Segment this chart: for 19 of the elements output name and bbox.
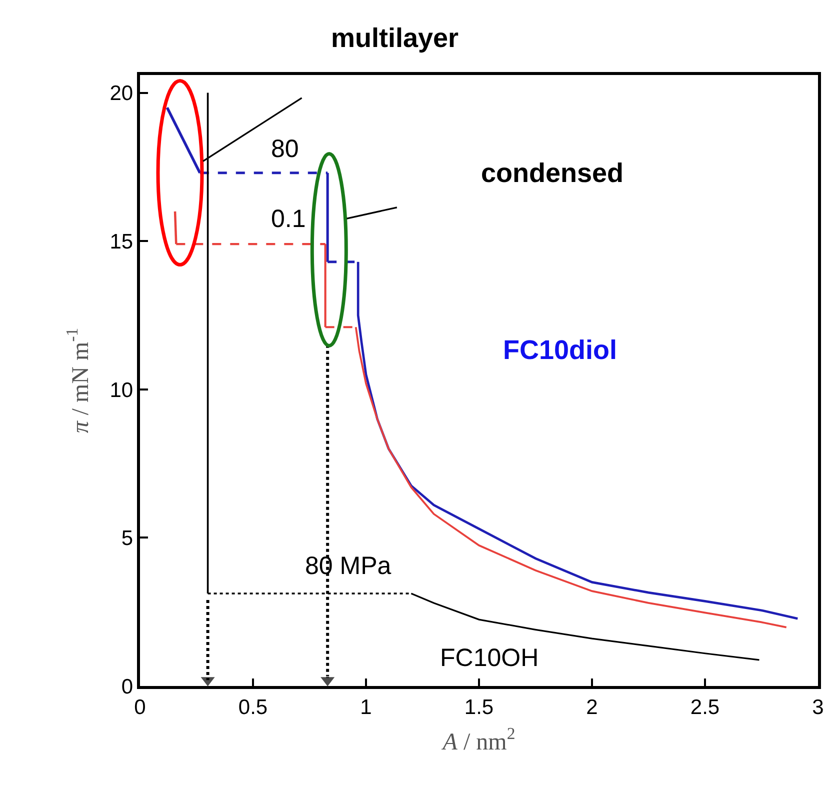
annotation: 0.1 xyxy=(271,205,306,233)
x-tick-label: 3 xyxy=(812,696,824,719)
y-tick-label: 20 xyxy=(110,82,134,106)
x-tick-label: 1 xyxy=(360,696,372,719)
y-tick-label: 0 xyxy=(121,675,134,698)
x-axis-title: A / nm$^{2}$ xyxy=(440,724,516,756)
annotation: FC10diol xyxy=(503,335,618,365)
annotation: 80 MPa xyxy=(305,552,392,580)
y-tick-label: 10 xyxy=(110,378,134,402)
x-tick-label: 2.5 xyxy=(690,696,720,719)
annotation: 80 xyxy=(271,135,299,163)
annotation: FC10OH xyxy=(440,644,539,672)
x-tick-label: 0.5 xyxy=(238,696,268,719)
text: multilayer xyxy=(331,23,460,53)
annotation: condensed xyxy=(481,158,624,188)
x-tick-label: 1.5 xyxy=(464,696,494,719)
y-tick-label: 5 xyxy=(121,527,134,550)
y-tick-label: 15 xyxy=(110,230,134,254)
x-tick-label: 2 xyxy=(586,696,598,719)
